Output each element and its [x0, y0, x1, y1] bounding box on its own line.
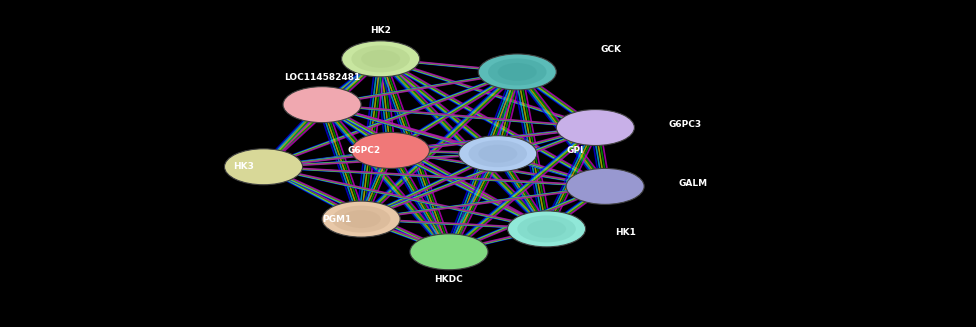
- Ellipse shape: [332, 206, 390, 232]
- Ellipse shape: [498, 63, 537, 81]
- Ellipse shape: [351, 132, 429, 168]
- Text: HK2: HK2: [370, 26, 391, 35]
- Ellipse shape: [342, 210, 381, 228]
- Text: G6PC2: G6PC2: [347, 146, 381, 155]
- Ellipse shape: [508, 211, 586, 247]
- Ellipse shape: [283, 87, 361, 123]
- Ellipse shape: [517, 215, 576, 242]
- Ellipse shape: [556, 110, 634, 146]
- Ellipse shape: [361, 50, 400, 68]
- Text: G6PC3: G6PC3: [669, 120, 702, 129]
- Text: HKDC: HKDC: [434, 275, 464, 284]
- Ellipse shape: [478, 145, 517, 163]
- Ellipse shape: [351, 45, 410, 72]
- Text: GPI: GPI: [566, 146, 584, 155]
- Text: GALM: GALM: [678, 179, 708, 188]
- Ellipse shape: [488, 59, 547, 85]
- Ellipse shape: [566, 168, 644, 204]
- Ellipse shape: [478, 54, 556, 90]
- Ellipse shape: [342, 41, 420, 77]
- Text: LOC114582481: LOC114582481: [284, 73, 360, 82]
- Ellipse shape: [224, 149, 303, 185]
- Ellipse shape: [410, 234, 488, 270]
- Text: HK1: HK1: [615, 228, 635, 237]
- Ellipse shape: [322, 201, 400, 237]
- Text: HK3: HK3: [233, 162, 254, 171]
- Ellipse shape: [468, 140, 527, 167]
- Text: GCK: GCK: [600, 45, 622, 54]
- Ellipse shape: [459, 136, 537, 172]
- Ellipse shape: [527, 220, 566, 238]
- Text: PGM1: PGM1: [322, 215, 351, 224]
